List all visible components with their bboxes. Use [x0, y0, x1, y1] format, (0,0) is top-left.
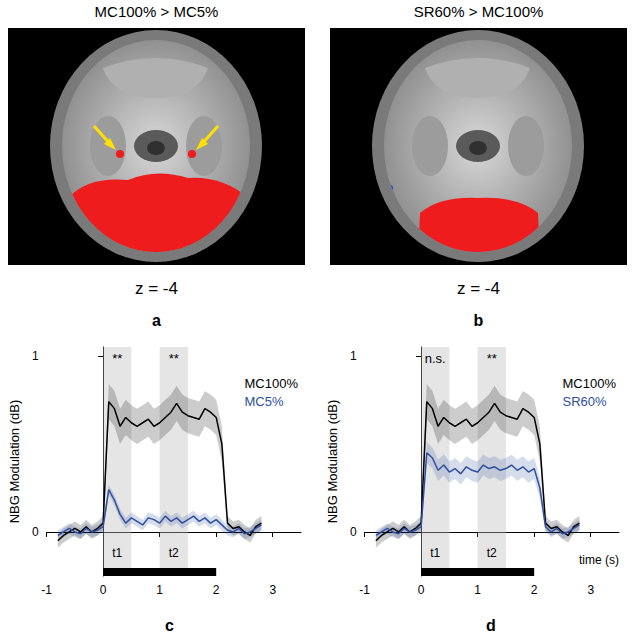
svg-text:NBG Modulation (dB): NBG Modulation (dB) — [325, 400, 340, 524]
svg-text:3: 3 — [587, 583, 594, 597]
svg-text:0: 0 — [350, 525, 357, 539]
svg-text:t1: t1 — [112, 546, 122, 560]
html-text:z = -4: z = -4 — [135, 279, 178, 298]
svg-text:t2: t2 — [169, 546, 179, 560]
svg-text:1: 1 — [474, 583, 481, 597]
svg-text:MC5%: MC5% — [245, 394, 284, 409]
svg-text:**: ** — [487, 351, 497, 366]
svg-text:n.s.: n.s. — [425, 351, 446, 366]
svg-text:t1: t1 — [430, 546, 440, 560]
svg-text:-1: -1 — [41, 583, 52, 597]
svg-text:1: 1 — [156, 583, 163, 597]
svg-text:**: ** — [112, 351, 122, 366]
svg-text:SR60%: SR60% — [563, 394, 608, 409]
html-text:b: b — [473, 312, 484, 329]
svg-text:MC100%: MC100% — [563, 376, 617, 391]
svg-text:MC100%: MC100% — [245, 376, 299, 391]
svg-text:0: 0 — [100, 583, 107, 597]
svg-text:-1: -1 — [359, 583, 370, 597]
svg-text:1: 1 — [350, 349, 357, 363]
html-text:a: a — [152, 312, 161, 329]
svg-text:0: 0 — [418, 583, 425, 597]
html-text:c: c — [165, 617, 174, 634]
svg-text:time (s): time (s) — [579, 553, 619, 567]
svg-text:NBG Modulation (dB): NBG Modulation (dB) — [7, 400, 22, 524]
svg-text:1: 1 — [32, 349, 39, 363]
svg-text:**: ** — [169, 351, 179, 366]
svg-text:3: 3 — [269, 583, 276, 597]
svg-text:t2: t2 — [487, 546, 497, 560]
html-text:d: d — [486, 617, 496, 634]
html-text:z = -4: z = -4 — [457, 279, 500, 298]
html-text:MC100% > MC5%: MC100% > MC5% — [94, 3, 219, 20]
svg-text:2: 2 — [213, 583, 220, 597]
svg-text:2: 2 — [531, 583, 538, 597]
html-text:SR60% > MC100%: SR60% > MC100% — [413, 3, 544, 20]
svg-text:0: 0 — [32, 525, 39, 539]
